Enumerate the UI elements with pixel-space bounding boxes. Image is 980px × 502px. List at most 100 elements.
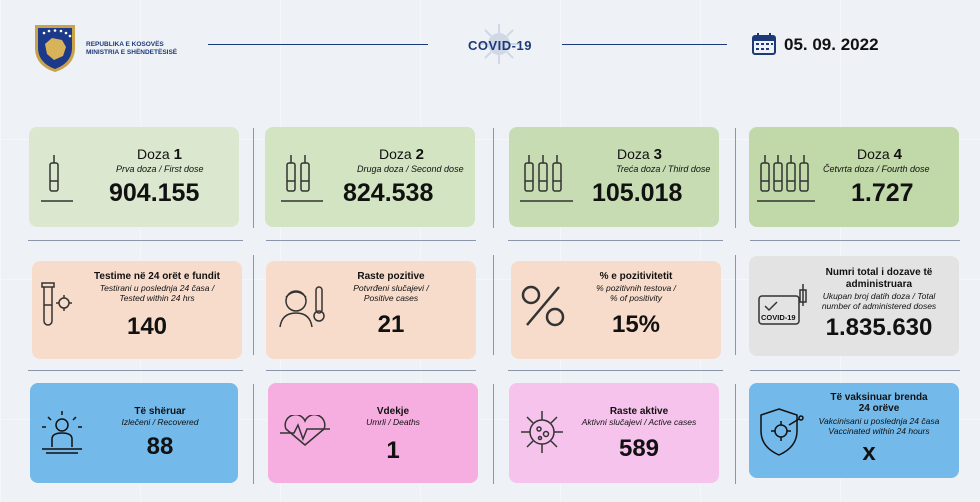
dose-2-value: 824.538 [343, 179, 434, 207]
header-divider-left [208, 44, 428, 45]
tests-subtitle-line2: Tested within 24 hrs [119, 293, 195, 303]
recovered-subtitle: Izlečeni / Recovered [121, 417, 199, 427]
header-divider-right [562, 44, 727, 45]
dose-3-title: Doza 3 [617, 146, 662, 163]
covid-badge: COVID-19 [761, 313, 796, 322]
dose-number: 2 [415, 146, 424, 163]
dose-3-card: Doza 3 Treća doza / Third dose 105.018 [509, 127, 719, 227]
covid-title: COVID-19 [455, 22, 545, 66]
deaths-title: Vdekje [376, 406, 410, 417]
positivity-card: % e pozitivitetit % pozitivnih testova /… [511, 261, 721, 359]
dose-4-value: 1.727 [851, 179, 914, 207]
dose-label: Doza [857, 146, 890, 162]
total-doses-title-line1: Numri total i dozave të [825, 267, 933, 278]
tests-subtitle-line1: Testirani u poslednja 24 časa / [99, 283, 215, 293]
vaccinated-title-line2: 24 orëve [858, 403, 900, 414]
dose-3-subtitle: Treća doza / Third dose [616, 164, 711, 174]
horizontal-divider [750, 240, 960, 241]
positivity-subtitle: % pozitivnih testova / % of positivity [561, 283, 711, 303]
dose-label: Doza [379, 146, 412, 162]
deaths-subtitle: Umrli / Deaths [366, 417, 420, 427]
vial-icon [757, 155, 815, 202]
heartbeat-icon [280, 415, 330, 446]
ministry-line1: REPUBLIKA E KOSOVËS [86, 41, 164, 48]
vertical-divider [253, 384, 254, 484]
horizontal-divider [266, 370, 476, 371]
positive-cases-card: Raste pozitive Potvrđeni slučajevi / Pos… [266, 261, 476, 359]
horizontal-divider [750, 370, 960, 371]
dose-2-title: Doza 2 [379, 146, 424, 163]
ministry-line2: MINISTRIA E SHËNDETËSISË [86, 49, 178, 56]
positivity-title: % e pozitivitetit [599, 271, 673, 282]
virus-icon [479, 24, 519, 64]
dose-number: 4 [893, 146, 902, 163]
dose-4-subtitle: Četvrta doza / Fourth dose [823, 164, 930, 174]
horizontal-divider [508, 370, 723, 371]
active-cases-card: Raste aktive Aktivni slučajevi / Active … [509, 383, 719, 483]
report-date: 05. 09. 2022 [784, 35, 879, 54]
calendar-icon [752, 33, 776, 55]
vial-icon [41, 155, 73, 202]
active-title: Raste aktive [609, 406, 669, 417]
dose-label: Doza [617, 146, 650, 162]
dose-1-value: 904.155 [109, 179, 200, 207]
tests-value: 140 [126, 313, 168, 340]
dose-2-card: Doza 2 Druga doza / Second dose 824.538 [265, 127, 475, 227]
tests-title: Testime në 24 orët e fundit [94, 271, 220, 282]
deaths-value: 1 [386, 437, 400, 464]
total-doses-subtitle-line2: number of administered doses [821, 301, 937, 311]
vial-icon [520, 155, 573, 202]
dose-2-subtitle: Druga doza / Second dose [357, 164, 464, 174]
virus-active-icon [521, 411, 563, 453]
horizontal-divider [28, 240, 243, 241]
positivity-value: 15% [611, 311, 661, 338]
certificate-syringe-icon [758, 284, 807, 325]
ministry-name: REPUBLIKA E KOSOVËS MINISTRIA E SHËNDETË… [86, 41, 177, 57]
vertical-divider [493, 128, 494, 228]
dose-1-subtitle: Prva doza / First dose [116, 164, 204, 174]
dose-4-title: Doza 4 [857, 146, 902, 163]
recovered-value: 88 [146, 433, 174, 460]
dose-1-card: Doza 1 Prva doza / First dose 904.155 [29, 127, 239, 227]
vaccinated-value: x [862, 439, 876, 466]
dose-4-card: Doza 4 Četvrta doza / Fourth dose 1.727 [749, 127, 959, 227]
total-doses-card: COVID-19 Numri total i dozave të adminis… [749, 256, 959, 356]
dose-number: 3 [653, 146, 662, 163]
vaccinated-24h-card: Të vaksinuar brenda 24 orëve Vakcinisani… [749, 383, 959, 478]
vertical-divider [253, 255, 254, 355]
horizontal-divider [266, 240, 476, 241]
dose-label: Doza [137, 146, 170, 162]
vertical-divider [493, 384, 494, 484]
percent-icon [521, 285, 565, 327]
header: REPUBLIKA E KOSOVËS MINISTRIA E SHËNDETË… [0, 0, 980, 90]
vertical-divider [493, 255, 494, 355]
vaccinated-title-line1: Të vaksinuar brenda [830, 392, 928, 403]
test-tube-icon [41, 282, 72, 326]
vaccinated-title: Të vaksinuar brenda 24 orëve [804, 392, 954, 414]
positive-title: Raste pozitive [357, 271, 425, 282]
horizontal-divider [508, 240, 723, 241]
positivity-subtitle-line1: % pozitivnih testova / [596, 283, 676, 293]
vaccinated-subtitle-line2: Vaccinated within 24 hours [828, 426, 930, 436]
tests-subtitle: Testirani u poslednja 24 časa / Tested w… [72, 283, 242, 303]
dose-number: 1 [173, 146, 182, 163]
positivity-subtitle-line2: % of positivity [610, 293, 662, 303]
vertical-divider [735, 384, 736, 484]
total-doses-value: 1.835.630 [825, 314, 933, 341]
vaccinated-subtitle-line1: Vakcinisani u poslednja 24 časa [818, 416, 940, 426]
total-doses-subtitle-line1: Ukupan broj datih doza / Total [822, 291, 936, 301]
total-doses-title: Numri total i dozave të administruara [804, 267, 954, 291]
vaccinated-subtitle: Vakcinisani u poslednja 24 časa Vaccinat… [804, 416, 954, 436]
active-value: 589 [618, 435, 660, 462]
dose-3-value: 105.018 [592, 179, 683, 207]
positive-value: 21 [377, 311, 405, 338]
positive-subtitle-line2: Positive cases [363, 293, 419, 303]
total-doses-subtitle: Ukupan broj datih doza / Total number of… [804, 291, 954, 311]
shield-virus-icon [760, 408, 804, 456]
horizontal-divider [28, 370, 243, 371]
tests-card: Testime në 24 orët e fundit Testirani u … [32, 261, 242, 359]
active-subtitle: Aktivni slučajevi / Active cases [581, 417, 697, 427]
vertical-divider [253, 128, 254, 228]
total-doses-title-line2: administruara [845, 279, 913, 290]
positive-subtitle: Potvrđeni slučajevi / Positive cases [326, 283, 456, 303]
